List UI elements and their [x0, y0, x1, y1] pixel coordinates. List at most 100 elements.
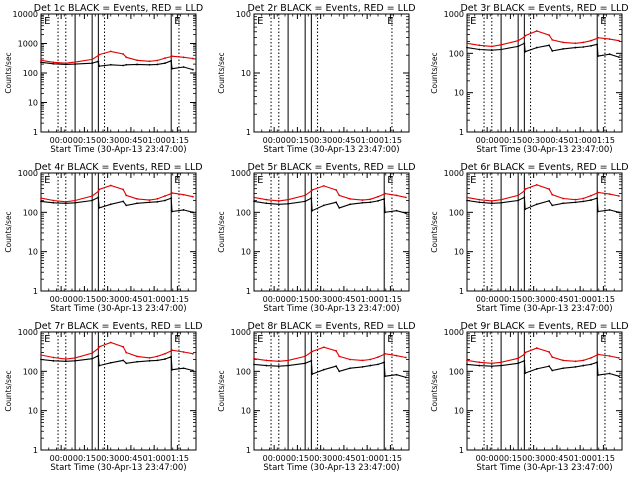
- events-data-point: [405, 212, 407, 215]
- lld-data-point: [322, 184, 325, 187]
- lld-data-point: [52, 61, 55, 64]
- lld-data-point: [91, 58, 94, 61]
- events-data-point: [535, 368, 538, 370]
- lld-data-point: [64, 358, 67, 360]
- events-data-point: [97, 196, 100, 199]
- lld-rate-line: [253, 185, 407, 202]
- lld-data-point: [335, 189, 338, 191]
- events-data-point: [74, 359, 76, 362]
- lld-data-point: [361, 359, 364, 362]
- x-tick-label: 01:00: [569, 136, 592, 145]
- lld-data-point: [265, 359, 268, 362]
- x-tick-label: 00:15: [73, 136, 96, 145]
- events-data-point: [265, 202, 268, 205]
- lld-data-point: [74, 61, 76, 63]
- events-data-point: [338, 206, 341, 209]
- events-data-point: [562, 47, 564, 50]
- y-tick-label: 10: [28, 248, 38, 257]
- panel-det-6: Det 6r BLACK = Events, RED = LLD 1 10 100 10…: [430, 162, 629, 314]
- y-tick-label: 10: [241, 69, 251, 78]
- events-data-point: [478, 364, 481, 367]
- x-tick-label: 00:30: [309, 454, 332, 463]
- events-data-point: [395, 209, 398, 212]
- events-rate-line: [253, 197, 407, 214]
- lld-data-point: [618, 356, 620, 359]
- lld-data-point: [490, 200, 493, 202]
- events-data-point: [377, 363, 379, 366]
- y-tick-label: 10: [241, 407, 251, 416]
- events-data-point: [490, 365, 493, 368]
- lld-data-point: [64, 62, 67, 65]
- y-tick-label: 100: [23, 367, 38, 376]
- lld-data-point: [535, 183, 538, 186]
- y-axis-label: Counts/sec: [217, 211, 226, 252]
- events-data-point: [335, 365, 338, 368]
- events-data-point: [122, 200, 125, 203]
- panel-title: Det 6r BLACK = Events, RED = LLD: [460, 162, 628, 173]
- x-tick-label: 00:30: [522, 136, 545, 145]
- lld-data-point: [466, 196, 468, 199]
- event-marker-label: E: [44, 175, 50, 186]
- lld-data-point: [523, 190, 526, 192]
- plot-frame: [40, 13, 197, 133]
- x-tick-label: 01:15: [379, 295, 402, 304]
- events-data-point: [311, 209, 314, 212]
- events-data-point: [122, 64, 125, 67]
- lld-data-point: [156, 197, 159, 200]
- lld-data-point: [171, 192, 173, 194]
- events-data-point: [148, 359, 151, 362]
- x-tick-label: 00:30: [522, 295, 545, 304]
- lld-data-point: [524, 188, 527, 190]
- events-rate-line: [40, 60, 194, 71]
- y-axis-label: Counts/sec: [217, 52, 226, 93]
- events-data-point: [466, 199, 468, 202]
- events-data-point: [136, 360, 139, 363]
- lld-data-point: [395, 194, 398, 197]
- x-tick-label: 01:00: [569, 454, 592, 463]
- events-data-point: [551, 204, 554, 207]
- x-tick-label: 00:00: [263, 136, 286, 145]
- events-data-point: [310, 359, 313, 362]
- events-data-point: [500, 201, 502, 204]
- events-data-point: [490, 49, 493, 52]
- lld-data-point: [535, 347, 538, 349]
- event-marker-label: E: [387, 16, 393, 27]
- lld-data-point: [74, 199, 76, 202]
- events-data-point: [597, 374, 599, 377]
- events-data-point: [523, 196, 526, 199]
- events-data-point: [287, 364, 289, 367]
- lld-data-point: [384, 192, 386, 195]
- lld-data-point: [618, 39, 620, 42]
- event-marker-label: E: [257, 175, 263, 186]
- y-tick-label: 1: [246, 128, 251, 137]
- events-data-point: [524, 208, 527, 211]
- events-data-point: [597, 55, 599, 58]
- lld-data-point: [369, 358, 372, 361]
- events-data-point: [109, 63, 112, 66]
- events-data-point: [136, 63, 139, 66]
- lld-data-point: [551, 38, 554, 41]
- lld-data-point: [91, 195, 94, 197]
- events-data-point: [125, 204, 128, 207]
- lld-data-point: [582, 359, 585, 362]
- events-data-point: [338, 370, 341, 373]
- y-tick-label: 1000: [18, 328, 38, 337]
- events-data-point: [97, 60, 100, 63]
- events-data-point: [40, 358, 42, 361]
- event-marker-label: E: [387, 334, 393, 345]
- lld-data-point: [52, 356, 55, 359]
- x-tick-label: 00:45: [545, 295, 568, 304]
- lld-data-point: [478, 44, 481, 47]
- lld-data-point: [109, 341, 112, 344]
- y-tick-label: 1: [459, 128, 464, 137]
- events-data-point: [466, 363, 468, 366]
- lld-data-point: [574, 360, 577, 363]
- events-data-point: [171, 210, 173, 213]
- events-data-point: [361, 201, 364, 204]
- lld-data-point: [548, 351, 551, 353]
- x-tick-label: 00:30: [309, 136, 332, 145]
- events-data-point: [551, 369, 554, 372]
- x-tick-label: 01:15: [379, 136, 402, 145]
- events-data-point: [383, 197, 386, 200]
- events-data-point: [109, 361, 112, 364]
